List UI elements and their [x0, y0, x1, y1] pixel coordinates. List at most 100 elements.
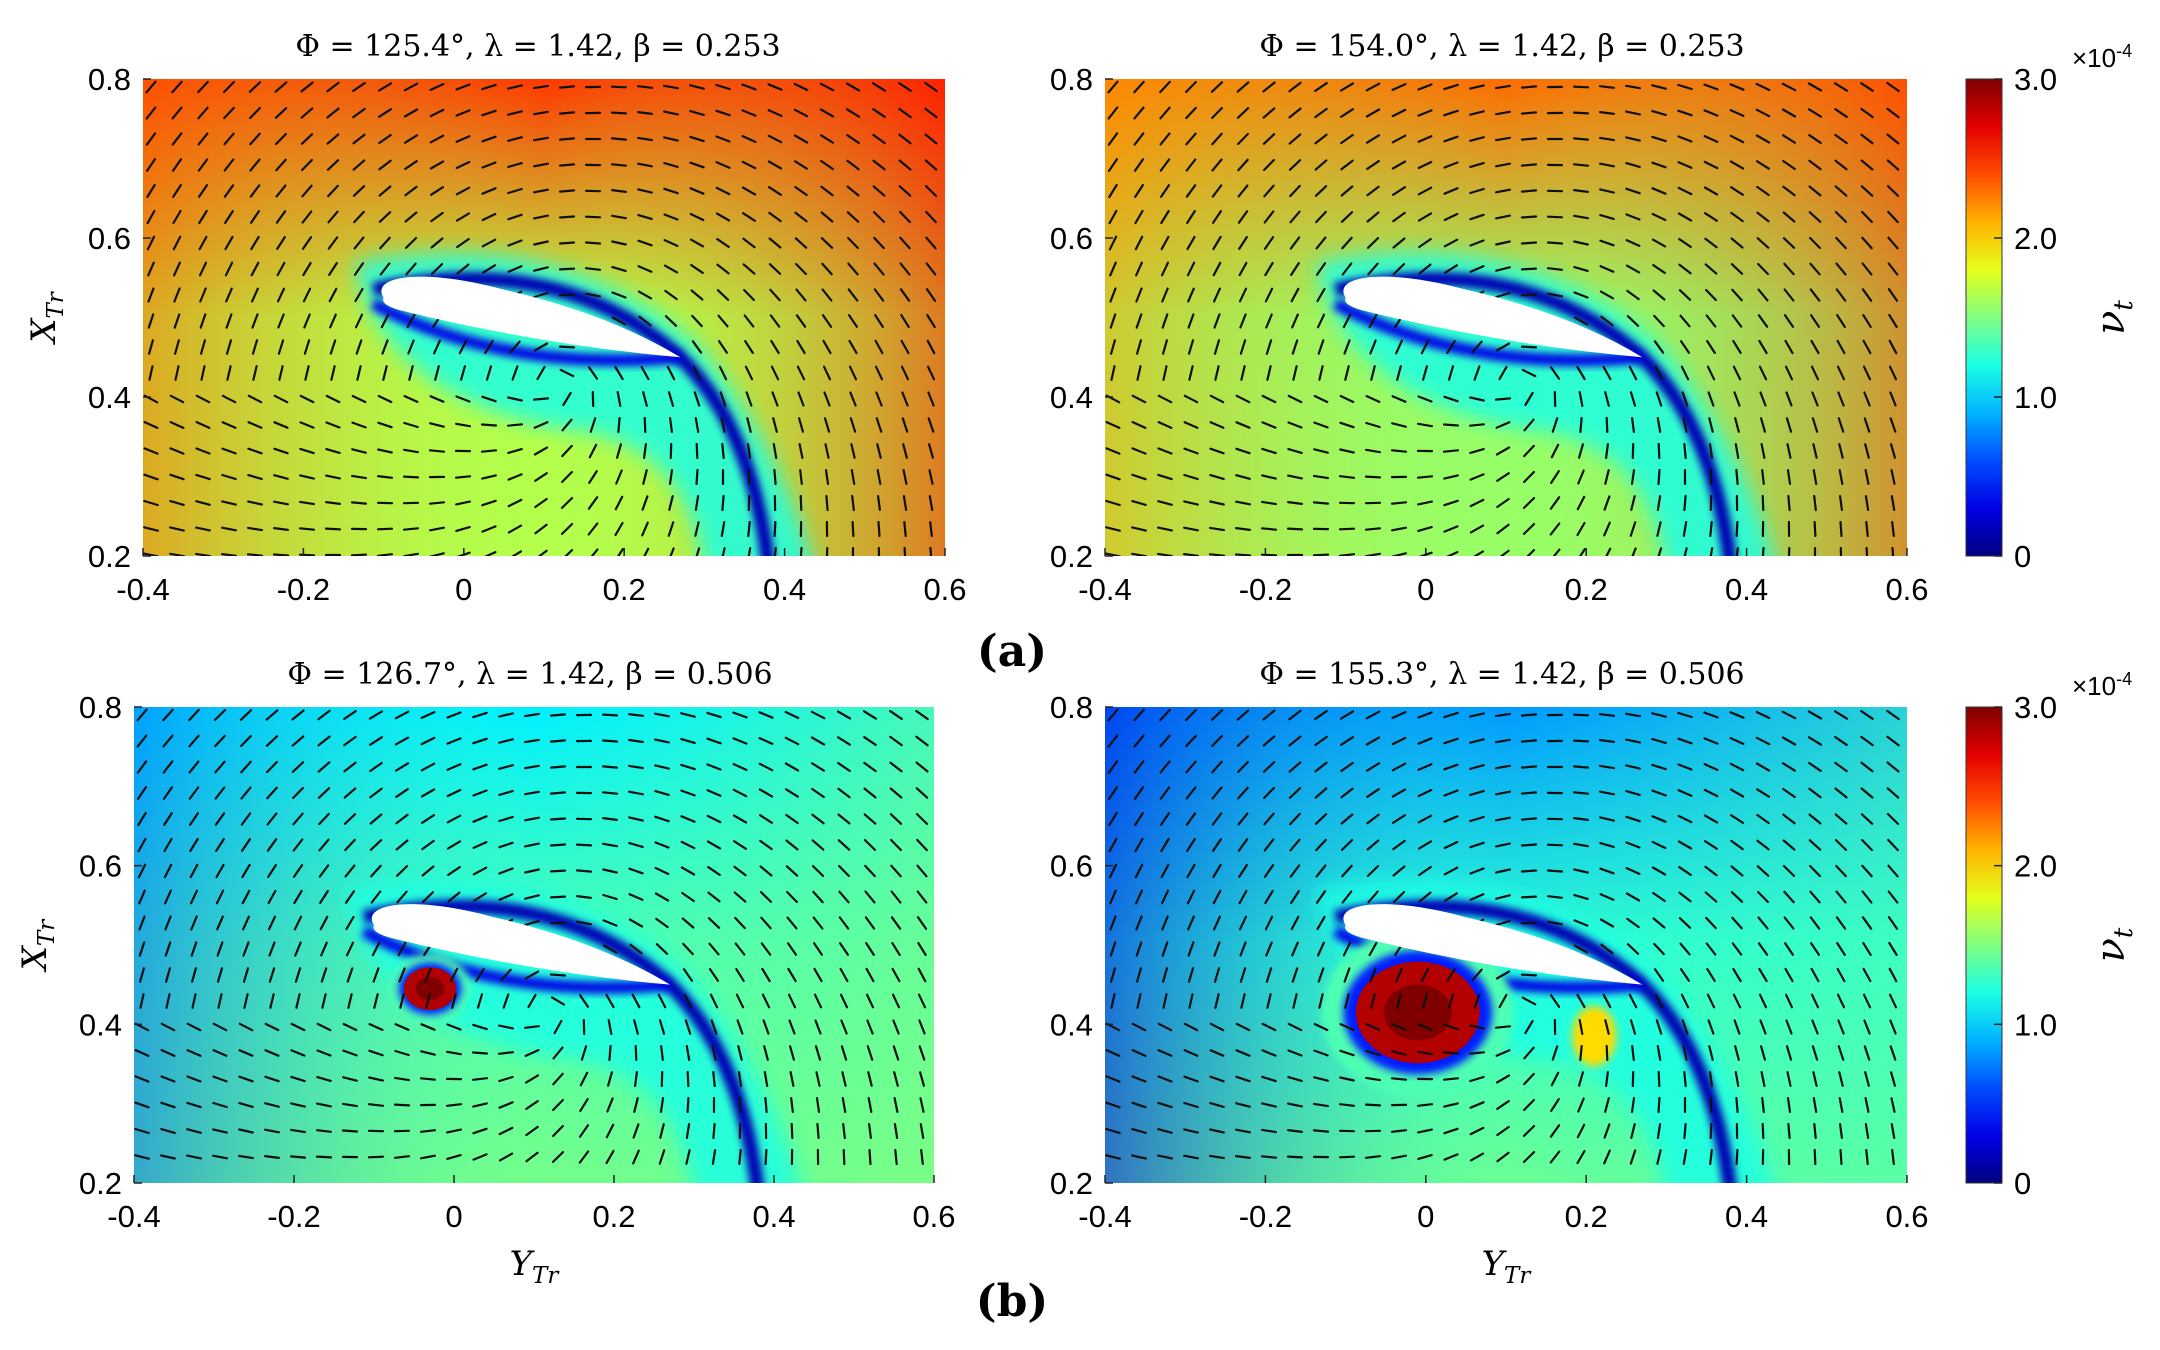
velocity-vector	[706, 789, 722, 797]
velocity-vector	[733, 891, 747, 903]
airfoil	[1343, 276, 1643, 358]
velocity-vector	[1443, 840, 1459, 850]
velocity-vector	[221, 447, 237, 455]
velocity-vector	[1239, 941, 1247, 957]
velocity-vector	[1236, 735, 1250, 747]
velocity-vector	[1157, 1075, 1173, 1083]
velocity-vector	[1731, 916, 1743, 930]
velocity-vector	[875, 417, 883, 433]
velocity-vector	[290, 1049, 306, 1057]
velocity-vector	[898, 82, 912, 92]
velocity-vector	[137, 837, 147, 853]
velocity-vector	[663, 187, 679, 195]
y-tick-label: 0.2	[79, 1166, 122, 1201]
velocity-vector	[1287, 1049, 1303, 1057]
x-tick-label: 0.6	[1885, 572, 1928, 607]
velocity-vector	[225, 339, 233, 355]
velocity-vector	[1678, 917, 1692, 929]
velocity-vector	[352, 81, 366, 93]
velocity-vector	[1234, 1154, 1252, 1160]
velocity-vector	[848, 365, 858, 381]
velocity-vector	[735, 993, 745, 1009]
field-layer	[134, 707, 934, 1183]
velocity-vector	[1157, 1049, 1173, 1057]
velocity-vector	[712, 1122, 716, 1140]
velocity-vector	[1523, 444, 1535, 458]
velocity-vector	[1680, 993, 1690, 1009]
velocity-vector	[734, 916, 746, 930]
velocity-vector	[810, 762, 826, 772]
velocity-vector	[1784, 993, 1794, 1009]
velocity-vector	[215, 889, 225, 905]
velocity-vector	[1131, 1022, 1147, 1032]
velocity-vector	[404, 185, 418, 197]
velocity-vector	[1520, 895, 1538, 899]
velocity-vector	[1266, 993, 1272, 1009]
x-tick-label: 0.6	[1885, 1199, 1928, 1234]
velocity-vector	[1731, 288, 1743, 302]
velocity-vector	[1469, 110, 1485, 116]
y-tick-label: 0.6	[1050, 221, 1093, 256]
velocity-vector	[350, 553, 368, 556]
velocity-vector	[347, 993, 353, 1009]
velocity-vector	[1786, 1071, 1792, 1087]
velocity-vector	[1314, 735, 1328, 747]
velocity-vector	[902, 443, 908, 459]
velocity-vector	[1755, 762, 1771, 772]
velocity-vector	[1731, 314, 1743, 328]
velocity-vector	[169, 421, 185, 429]
velocity-vector	[1443, 1023, 1459, 1031]
velocity-vector	[601, 765, 619, 769]
velocity-vector	[498, 789, 514, 797]
velocity-vector	[1391, 788, 1407, 798]
velocity-vector	[532, 397, 550, 401]
velocity-vector	[1131, 394, 1147, 404]
velocity-vector	[1370, 993, 1376, 1009]
velocity-vector	[1709, 468, 1713, 486]
velocity-vector	[893, 1122, 899, 1140]
velocity-vector	[223, 158, 235, 172]
velocity-vector	[1834, 185, 1848, 197]
velocity-vector	[636, 110, 654, 116]
velocity-vector	[1651, 84, 1667, 90]
velocity-vector	[689, 109, 705, 117]
velocity-vector	[353, 236, 365, 250]
velocity-vector	[393, 1155, 411, 1159]
velocity-vector	[664, 289, 678, 301]
velocity-vector	[290, 1022, 306, 1032]
velocity-vector	[1265, 339, 1273, 355]
velocity-vector	[1709, 1148, 1713, 1166]
velocity-vector	[273, 474, 289, 480]
lower-boundary-layer	[370, 298, 681, 367]
velocity-vector	[291, 761, 305, 773]
velocity-vector	[428, 449, 446, 453]
velocity-vector	[706, 840, 722, 850]
velocity-vector	[1446, 550, 1459, 556]
velocity-vector	[874, 339, 884, 355]
velocity-vector	[1520, 293, 1538, 297]
velocity-vector	[615, 443, 623, 459]
velocity-vector	[1761, 494, 1765, 512]
velocity-vector	[249, 184, 261, 198]
velocity-vector	[1212, 261, 1222, 277]
velocity-vector	[1469, 396, 1485, 402]
velocity-vector	[369, 813, 383, 825]
velocity-vector	[345, 941, 355, 957]
velocity-vector	[1524, 1019, 1534, 1035]
velocity-vector	[1260, 527, 1278, 531]
velocity-vector	[1783, 262, 1795, 276]
velocity-vector	[1234, 500, 1252, 506]
velocity-vector	[507, 448, 523, 454]
velocity-vector	[611, 316, 627, 326]
velocity-vector	[404, 211, 418, 223]
velocity-vector	[1134, 889, 1144, 905]
velocity-vector	[772, 417, 778, 433]
velocity-vector	[926, 339, 936, 355]
velocity-vector	[761, 993, 771, 1009]
velocity-vector	[1339, 421, 1355, 429]
velocity-vector	[1340, 159, 1354, 171]
velocity-vector	[1186, 837, 1196, 853]
velocity-vector	[1109, 313, 1117, 329]
velocity-vector	[1312, 501, 1330, 505]
velocity-vector	[1494, 136, 1512, 142]
